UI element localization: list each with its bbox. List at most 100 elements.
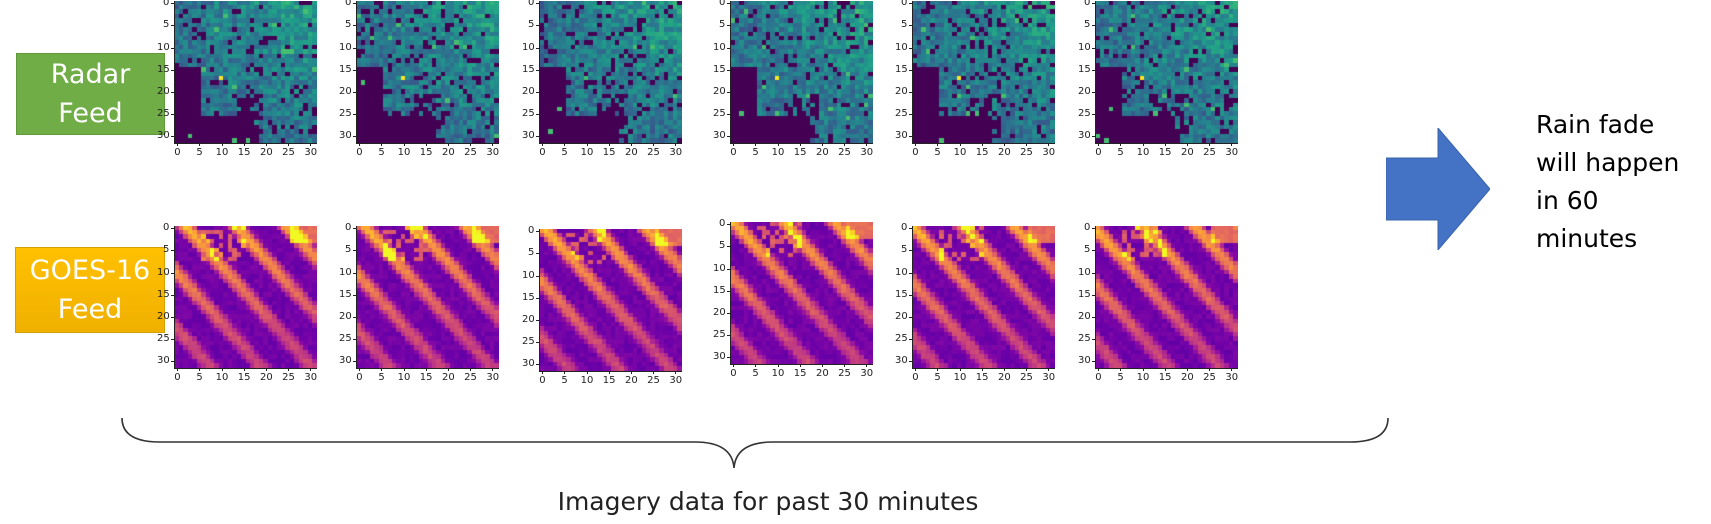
x-tick-label: 15 bbox=[975, 147, 989, 158]
x-tick-mark bbox=[1048, 143, 1050, 146]
y-tick-mark bbox=[171, 69, 174, 71]
y-tick-label: 20 bbox=[895, 85, 908, 97]
y-tick-label: 15 bbox=[522, 291, 535, 303]
x-tick-mark bbox=[359, 143, 361, 146]
x-tick-mark bbox=[1231, 368, 1233, 371]
y-tick-mark bbox=[353, 136, 356, 138]
y-tick-mark bbox=[727, 224, 730, 226]
x-tick-mark bbox=[799, 364, 801, 367]
x-axis-line bbox=[356, 368, 499, 369]
y-tick-mark bbox=[353, 228, 356, 230]
y-tick-label: 20 bbox=[1078, 310, 1091, 322]
x-tick-mark bbox=[564, 143, 566, 146]
x-tick-label: 20 bbox=[259, 147, 273, 158]
y-tick-mark bbox=[909, 250, 912, 252]
y-tick-label: 25 bbox=[713, 329, 726, 341]
x-tick-label: 30 bbox=[304, 147, 318, 158]
y-tick-mark bbox=[1092, 91, 1095, 93]
y-tick-mark bbox=[171, 250, 174, 252]
y-tick-label: 10 bbox=[1078, 41, 1091, 53]
y-tick-mark bbox=[909, 25, 912, 27]
y-tick-mark bbox=[1092, 47, 1095, 49]
x-tick-mark bbox=[243, 143, 245, 146]
x-tick-label: 25 bbox=[1203, 147, 1216, 158]
heatmap-image bbox=[357, 1, 499, 143]
y-tick-mark bbox=[909, 272, 912, 274]
y-tick-mark bbox=[536, 319, 539, 321]
y-tick-label: 30 bbox=[895, 130, 908, 142]
y-tick-label: 5 bbox=[528, 247, 535, 259]
x-tick-label: 20 bbox=[997, 147, 1011, 158]
x-tick-label: 25 bbox=[838, 368, 851, 379]
x-tick-label: 30 bbox=[1225, 147, 1239, 158]
y-tick-label: 25 bbox=[339, 108, 352, 120]
y-tick-label: 30 bbox=[339, 355, 352, 367]
y-tick-mark bbox=[909, 69, 912, 71]
y-tick-label: 30 bbox=[895, 355, 908, 367]
x-tick-mark bbox=[1142, 368, 1144, 371]
y-axis-line bbox=[912, 226, 913, 368]
x-tick-label: 20 bbox=[815, 147, 829, 158]
y-tick-label: 15 bbox=[895, 288, 908, 300]
y-tick-label: 25 bbox=[522, 108, 535, 120]
x-tick-mark bbox=[755, 143, 757, 146]
x-tick-mark bbox=[310, 368, 312, 371]
x-axis-line bbox=[174, 143, 317, 144]
y-tick-label: 25 bbox=[1078, 108, 1091, 120]
x-tick-label: 5 bbox=[752, 147, 759, 158]
y-tick-mark bbox=[171, 272, 174, 274]
x-tick-mark bbox=[821, 364, 823, 367]
y-tick-mark bbox=[536, 47, 539, 49]
x-tick-label: 30 bbox=[669, 147, 683, 158]
y-tick-mark bbox=[171, 25, 174, 27]
y-tick-mark bbox=[1092, 114, 1095, 116]
y-tick-label: 20 bbox=[157, 310, 170, 322]
y-tick-label: 10 bbox=[1078, 266, 1091, 278]
y-tick-mark bbox=[171, 228, 174, 230]
y-tick-mark bbox=[536, 91, 539, 93]
x-tick-mark bbox=[542, 371, 544, 374]
curly-brace-icon bbox=[121, 417, 1389, 469]
y-tick-label: 30 bbox=[157, 130, 170, 142]
x-tick-mark bbox=[733, 143, 735, 146]
x-tick-label: 0 bbox=[912, 372, 919, 383]
y-tick-mark bbox=[353, 69, 356, 71]
x-tick-mark bbox=[425, 143, 427, 146]
x-tick-label: 0 bbox=[539, 147, 546, 158]
x-tick-mark bbox=[1003, 143, 1005, 146]
x-tick-label: 10 bbox=[953, 372, 967, 383]
x-tick-label: 15 bbox=[237, 372, 251, 383]
y-tick-label: 15 bbox=[713, 284, 726, 296]
x-tick-label: 15 bbox=[1158, 372, 1172, 383]
y-tick-label: 5 bbox=[719, 240, 726, 252]
x-tick-mark bbox=[866, 143, 868, 146]
x-tick-label: 10 bbox=[771, 368, 785, 379]
y-tick-label: 0 bbox=[163, 222, 170, 234]
y-tick-mark bbox=[171, 339, 174, 341]
y-tick-label: 25 bbox=[895, 108, 908, 120]
x-tick-label: 30 bbox=[304, 372, 318, 383]
y-tick-label: 0 bbox=[719, 218, 726, 230]
x-tick-label: 20 bbox=[441, 372, 455, 383]
y-tick-mark bbox=[536, 69, 539, 71]
x-tick-mark bbox=[1186, 368, 1188, 371]
x-tick-label: 10 bbox=[1136, 372, 1150, 383]
heatmap-image bbox=[357, 226, 499, 368]
y-tick-label: 5 bbox=[345, 244, 352, 256]
x-tick-label: 10 bbox=[580, 147, 594, 158]
y-tick-mark bbox=[536, 275, 539, 277]
x-tick-mark bbox=[608, 371, 610, 374]
heatmap-image bbox=[540, 229, 682, 371]
y-tick-mark bbox=[353, 250, 356, 252]
y-tick-mark bbox=[1092, 272, 1095, 274]
x-tick-label: 15 bbox=[975, 372, 989, 383]
x-tick-label: 15 bbox=[419, 147, 433, 158]
x-axis-line bbox=[1095, 143, 1238, 144]
y-tick-label: 30 bbox=[522, 358, 535, 370]
x-tick-label: 0 bbox=[730, 147, 737, 158]
x-axis-line bbox=[1095, 368, 1238, 369]
y-tick-label: 0 bbox=[528, 0, 535, 9]
y-tick-mark bbox=[353, 294, 356, 296]
y-tick-label: 30 bbox=[522, 130, 535, 142]
x-tick-label: 5 bbox=[378, 147, 385, 158]
